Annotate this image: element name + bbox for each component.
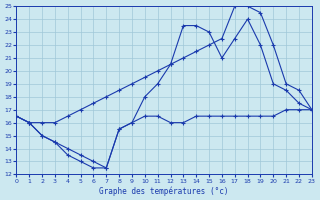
X-axis label: Graphe des températures (°c): Graphe des températures (°c)	[99, 186, 229, 196]
